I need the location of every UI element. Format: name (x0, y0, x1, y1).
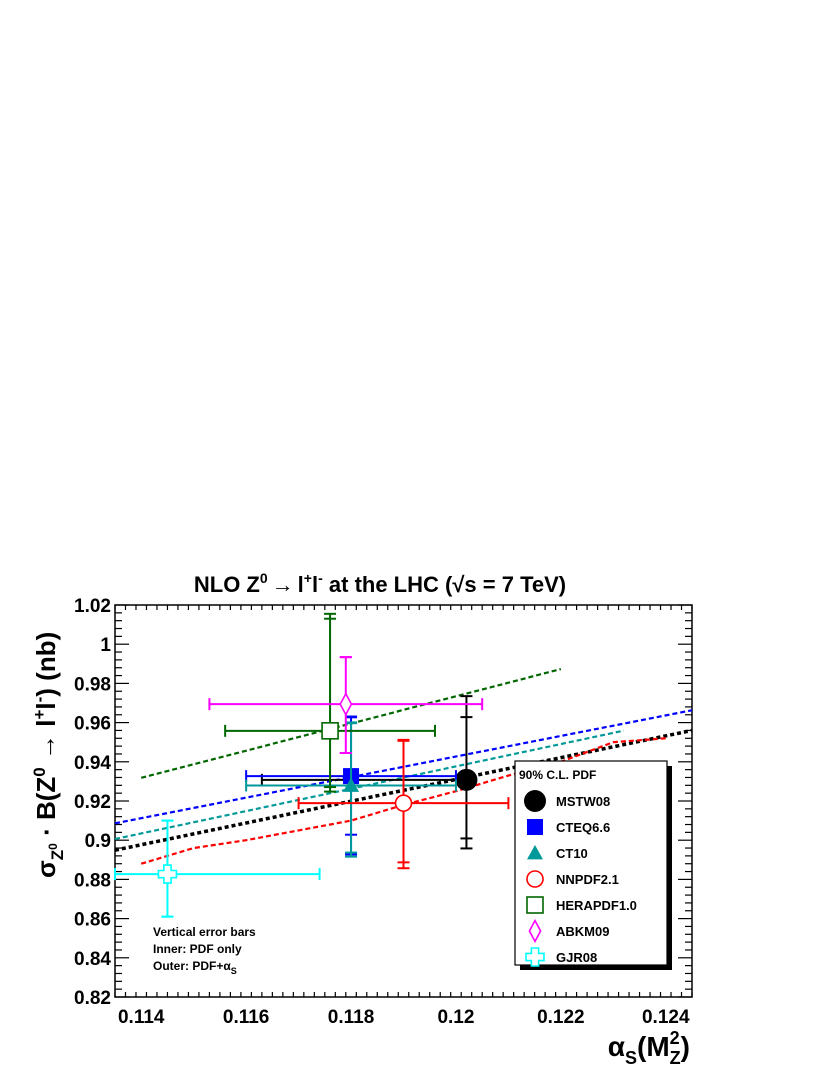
x-tick-label: 0.12 (437, 1007, 474, 1028)
y-axis-label: σZ0 · B(Z0 → l+l-) (nb) (30, 632, 67, 878)
y-tick-label: 0.9 (85, 831, 111, 852)
y-tick-label: 0.86 (74, 910, 111, 931)
legend-entry-gjr08: GJR08 (525, 947, 597, 967)
note-line-1: Vertical error bars (153, 925, 256, 939)
legend-marker-herapdf1-0 (526, 896, 544, 914)
legend-marker-nnpdf2-1 (526, 870, 544, 888)
legend-label: ABKM09 (556, 924, 609, 939)
y-tick-label: 0.88 (74, 870, 111, 891)
point-herapdf1-0 (224, 612, 436, 793)
legend-entries: MSTW08 CTEQ6.6 CT10 NNPDF2.1 HERAPDF1.0 ABKM0… (524, 790, 637, 967)
note-line-3: Outer: PDF+αS (153, 959, 237, 976)
x-tick-label: 0.114 (118, 1007, 165, 1028)
legend-label: CTEQ6.6 (556, 820, 610, 835)
legend-entry-herapdf1-0: HERAPDF1.0 (526, 896, 637, 914)
marker-gjr08 (157, 864, 178, 884)
legend-marker-ct10 (527, 845, 543, 860)
legend-marker-cteq6-6 (527, 819, 543, 835)
point-gjr08 (114, 819, 321, 918)
legend-entry-mstw08: MSTW08 (524, 790, 610, 812)
y-tick-label: 1 (100, 635, 111, 656)
chart-title: NLO Z0 → l+l- at the LHC (√s = 7 TeV) (194, 570, 566, 597)
data-points (114, 612, 510, 918)
x-tick-label: 0.116 (223, 1007, 270, 1028)
trend-line-nnpdf2-1 (140, 737, 666, 865)
x-axis-label: αS(M2 Z) (608, 1028, 690, 1068)
legend-marker-mstw08 (524, 790, 546, 812)
axis-ticks (114, 604, 693, 998)
legend-entry-nnpdf2-1: NNPDF2.1 (526, 870, 619, 888)
legend-label: GJR08 (556, 950, 597, 965)
y-tick-label: 0.98 (74, 674, 111, 695)
trend-line-cteq6-6 (114, 709, 693, 825)
point-ct10 (245, 721, 457, 858)
y-tick-label: 0.96 (74, 714, 111, 735)
x-tick-label: 0.118 (328, 1007, 375, 1028)
y-tick-label: 0.92 (74, 792, 111, 813)
marker-ct10 (343, 777, 360, 792)
marker-abkm09 (339, 692, 353, 717)
legend-label: NNPDF2.1 (556, 872, 619, 887)
legend: 90% C.L. PDF MSTW08 CTEQ6.6 CT10 NNPDF2.1 HE… (514, 760, 672, 970)
point-abkm09 (208, 656, 484, 754)
legend-label: MSTW08 (556, 794, 610, 809)
legend-entry-cteq6-6: CTEQ6.6 (527, 819, 610, 835)
y-tick-labels: 0.82 0.84 0.86 0.88 0.9 0.92 0.94 0.96 0.98 1 1.02 (74, 596, 111, 1009)
legend-entry-abkm09: ABKM09 (528, 918, 609, 944)
x-tick-labels: 0.114 0.116 0.118 0.12 0.122 0.124 (118, 1007, 690, 1028)
error-bar-note: Vertical error bars Inner: PDF only Oute… (153, 925, 256, 976)
marker-nnpdf2-1 (394, 794, 413, 812)
legend-title: 90% C.L. PDF (519, 768, 596, 782)
legend-marker-gjr08 (525, 947, 545, 967)
marker-mstw08 (455, 768, 478, 791)
legend-marker-abkm09 (528, 918, 542, 944)
y-tick-label: 0.84 (74, 949, 111, 970)
x-tick-label: 0.124 (642, 1007, 690, 1028)
y-tick-label: 1.02 (74, 596, 111, 617)
y-tick-label: 0.94 (74, 753, 111, 774)
y-tick-label: 0.82 (74, 988, 111, 1009)
marker-herapdf1-0 (321, 722, 339, 740)
point-nnpdf2-1 (297, 738, 510, 870)
x-tick-label: 0.122 (537, 1007, 585, 1028)
legend-label: CT10 (556, 846, 588, 861)
legend-label: HERAPDF1.0 (556, 898, 637, 913)
legend-entry-ct10: CT10 (527, 845, 588, 861)
note-line-2: Inner: PDF only (153, 942, 242, 956)
